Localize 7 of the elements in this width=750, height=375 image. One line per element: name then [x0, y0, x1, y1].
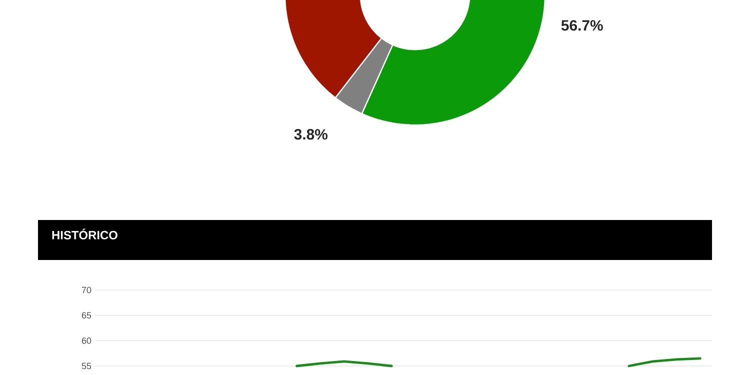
data-label: 3.8% [294, 129, 328, 140]
y-tick-label: 60 [82, 337, 92, 344]
y-tick-label: 55 [82, 362, 92, 370]
y-tick-label: 65 [82, 312, 92, 319]
y-tick-label: 70 [82, 286, 92, 294]
chart-title: HISTÓRICO [52, 228, 118, 240]
data-label: 56.7% [561, 20, 603, 31]
